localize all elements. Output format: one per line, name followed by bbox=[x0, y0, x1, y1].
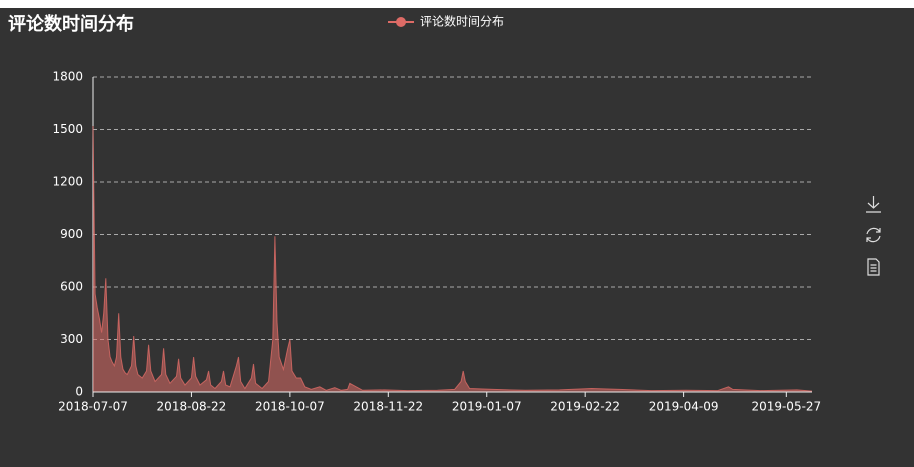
y-tick-label: 1200 bbox=[52, 175, 83, 189]
x-tick-label: 2019-01-07 bbox=[452, 400, 522, 414]
y-tick-label: 300 bbox=[60, 332, 83, 346]
y-tick-label: 600 bbox=[60, 280, 83, 294]
x-tick-label: 2018-07-07 bbox=[58, 400, 128, 414]
legend-label: 评论数时间分布 bbox=[420, 14, 504, 29]
y-tick-label: 1500 bbox=[52, 122, 83, 136]
y-tick-label: 0 bbox=[75, 385, 83, 399]
line bbox=[92, 125, 813, 392]
y-tick-label: 900 bbox=[60, 227, 83, 241]
legend-marker bbox=[396, 17, 406, 27]
restore-icon[interactable] bbox=[866, 227, 881, 243]
y-tick-label: 1800 bbox=[52, 70, 83, 84]
toolbox bbox=[866, 196, 881, 276]
data-view-icon[interactable] bbox=[867, 258, 880, 276]
x-tick-label: 2019-04-09 bbox=[649, 400, 719, 414]
x-tick-label: 2018-08-22 bbox=[157, 400, 227, 414]
x-tick-label: 2018-11-22 bbox=[353, 400, 423, 414]
save-icon[interactable] bbox=[866, 196, 881, 213]
x-tick-label: 2019-02-22 bbox=[550, 400, 620, 414]
x-tick-label: 2018-10-07 bbox=[255, 400, 325, 414]
legend[interactable]: 评论数时间分布 bbox=[388, 14, 504, 29]
x-tick-label: 2019-05-27 bbox=[751, 400, 821, 414]
chart-title: 评论数时间分布 bbox=[8, 13, 134, 35]
